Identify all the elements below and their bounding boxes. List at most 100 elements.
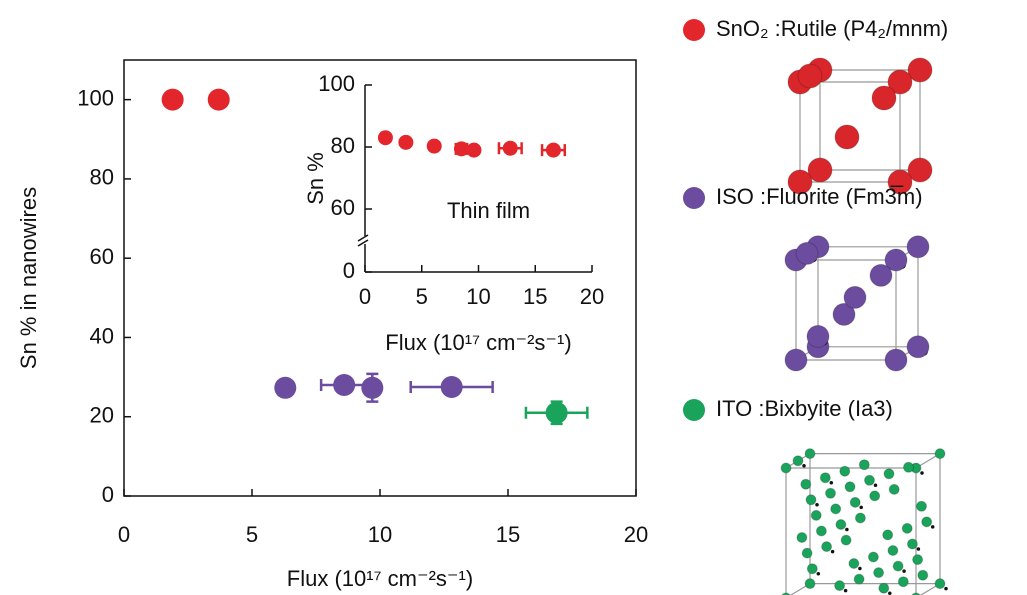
y-axis-label: Sn % in nanowires xyxy=(16,187,41,369)
atom xyxy=(797,533,807,543)
atom xyxy=(874,568,884,578)
y-tick-label: 60 xyxy=(90,244,114,269)
y-tick-label: 80 xyxy=(331,133,355,158)
x-tick-label: 10 xyxy=(368,522,392,547)
x-tick-label: 20 xyxy=(624,522,648,547)
atom xyxy=(898,577,908,587)
y-tick-label: 0 xyxy=(102,482,114,507)
atom xyxy=(826,488,836,498)
atom xyxy=(907,336,929,358)
x-tick-label: 20 xyxy=(580,284,604,309)
atom xyxy=(885,349,907,371)
atom xyxy=(883,530,893,540)
atom xyxy=(806,495,816,505)
data-point xyxy=(441,376,463,398)
atom xyxy=(935,579,945,589)
atom xyxy=(811,510,821,520)
atom xyxy=(822,542,832,552)
atom xyxy=(802,548,812,558)
data-point xyxy=(427,139,442,154)
atom xyxy=(850,497,860,507)
atom xyxy=(830,481,834,485)
atom xyxy=(796,242,818,264)
y-tick-label: 0 xyxy=(343,258,355,283)
atom xyxy=(865,475,875,485)
atom xyxy=(802,464,806,468)
atom xyxy=(807,325,829,347)
atom xyxy=(844,589,848,593)
x-axis-label: Flux (10¹⁷ cm⁻²s⁻¹) xyxy=(287,566,473,591)
atom xyxy=(844,286,866,308)
y-axis-label: Sn % xyxy=(303,152,328,205)
atom xyxy=(840,466,850,476)
atom xyxy=(801,479,811,489)
legend-marker xyxy=(683,19,705,41)
atom xyxy=(913,555,923,565)
atom xyxy=(835,581,845,591)
atom xyxy=(855,513,865,523)
figure: 05101520020406080100Flux (10¹⁷ cm⁻²s⁻¹)S… xyxy=(0,0,1027,595)
atom xyxy=(845,528,849,532)
atom xyxy=(807,564,817,574)
atom xyxy=(907,236,929,258)
atom xyxy=(879,583,889,593)
x-tick-label: 0 xyxy=(359,284,371,309)
atom xyxy=(935,449,945,459)
x-axis-label: Flux (10¹⁷ cm⁻²s⁻¹) xyxy=(385,330,571,355)
atom xyxy=(831,504,841,514)
data-point xyxy=(546,402,568,424)
data-point xyxy=(466,143,481,158)
atom xyxy=(874,484,878,488)
atom xyxy=(904,462,914,472)
atom xyxy=(888,546,898,556)
atom xyxy=(870,264,892,286)
x-tick-label: 0 xyxy=(118,522,130,547)
atom xyxy=(888,591,892,595)
atom xyxy=(917,501,927,511)
atom xyxy=(781,463,791,473)
atom xyxy=(902,523,912,533)
x-tick-label: 15 xyxy=(496,522,520,547)
x-tick-label: 10 xyxy=(466,284,490,309)
y-tick-label: 60 xyxy=(331,195,355,220)
atom xyxy=(931,525,935,529)
atom xyxy=(793,456,803,466)
x-tick-label: 15 xyxy=(523,284,547,309)
data-point xyxy=(361,377,383,399)
atom xyxy=(902,569,906,573)
atom xyxy=(922,517,932,527)
x-tick-label: 5 xyxy=(416,284,428,309)
atom xyxy=(798,64,822,88)
data-point xyxy=(546,143,561,158)
atom xyxy=(920,471,924,475)
atom xyxy=(817,572,821,576)
atom xyxy=(785,349,807,371)
data-point xyxy=(274,377,296,399)
atom xyxy=(868,552,878,562)
annotation: Thin film xyxy=(447,198,530,223)
data-point xyxy=(162,89,184,111)
atom xyxy=(816,526,826,536)
legend-label: ISO :Fluorite (Fm3̅m) xyxy=(716,184,923,209)
atom xyxy=(805,579,815,589)
data-point xyxy=(378,130,393,145)
atom xyxy=(858,567,862,571)
atom xyxy=(820,473,830,483)
atom xyxy=(889,484,899,494)
y-tick-label: 20 xyxy=(90,403,114,428)
atom xyxy=(870,491,880,501)
atom xyxy=(884,469,894,479)
atom xyxy=(907,539,917,549)
atom xyxy=(849,559,859,569)
atom xyxy=(918,570,928,580)
atom xyxy=(841,535,851,545)
legend-marker xyxy=(683,187,705,209)
atom xyxy=(854,574,864,584)
atom xyxy=(835,125,859,149)
atom xyxy=(859,506,863,510)
data-point xyxy=(208,89,230,111)
y-tick-label: 80 xyxy=(90,165,114,190)
atom xyxy=(859,460,869,470)
y-tick-label: 100 xyxy=(77,85,114,110)
legend-label: ITO :Bixbyite (Ia3) xyxy=(716,396,893,421)
